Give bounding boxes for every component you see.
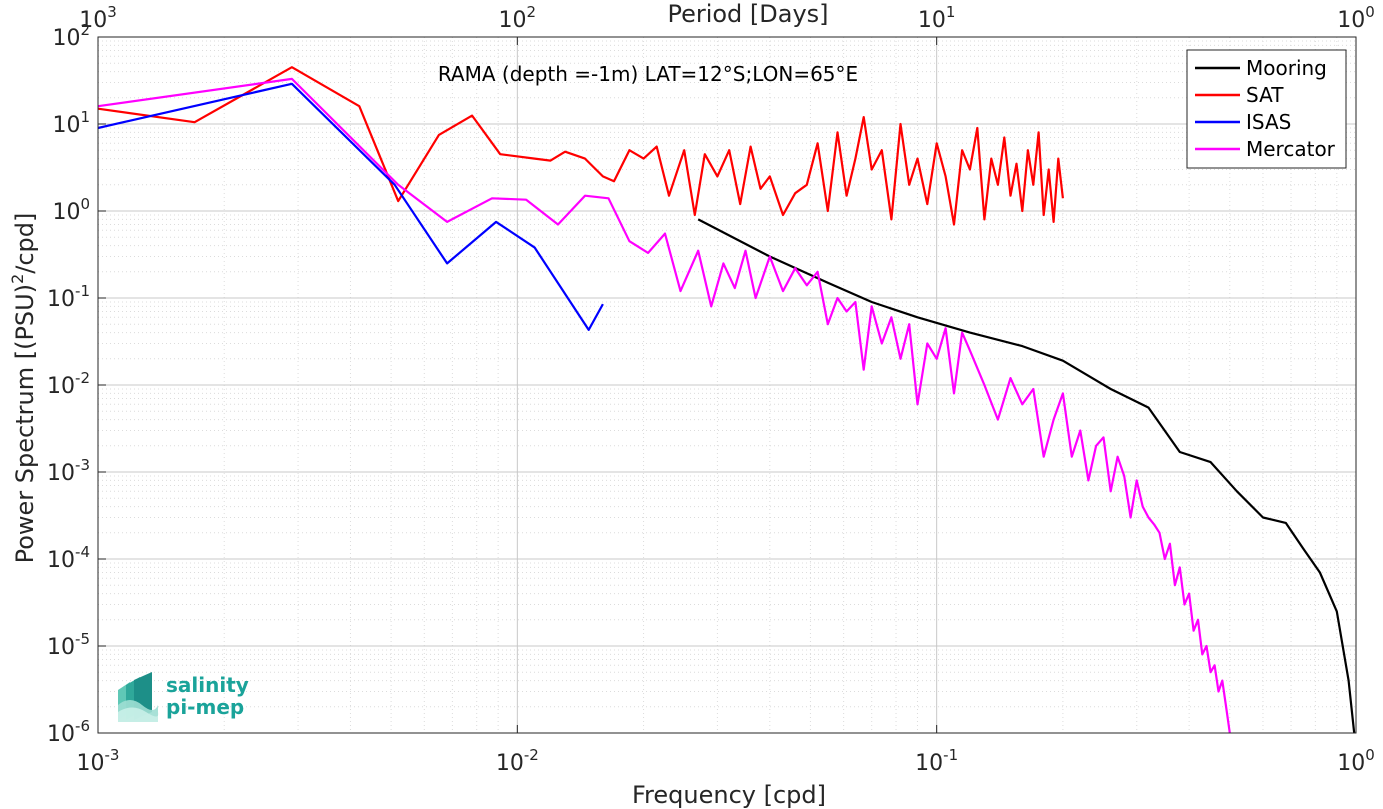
y-tick-label: 10-3 (47, 456, 90, 486)
y-axis-label-tail: /cpd] (11, 213, 39, 274)
y-tick-label: 102 (52, 21, 90, 51)
chart-title: RAMA (depth =-1m) LAT=12°S;LON=65°E (438, 62, 858, 86)
x-tick-label-exp: 0 (1365, 746, 1375, 764)
y-tick-label-exp: 2 (80, 21, 90, 39)
y-tick-label-exp: -4 (75, 543, 90, 561)
logo-waves-icon (118, 672, 159, 722)
top-x-tick-label-base: 10 (1337, 8, 1365, 33)
x-tick-label-base: 10 (496, 751, 524, 776)
y-tick-label: 101 (52, 108, 90, 138)
y-tick-label: 10-2 (47, 369, 90, 399)
top-x-tick-label-exp: 0 (1365, 3, 1375, 21)
y-tick-label-base: 10 (52, 26, 80, 51)
y-tick-label-base: 10 (47, 374, 75, 399)
y-tick-label-base: 10 (47, 722, 75, 747)
y-tick-label-exp: -3 (75, 456, 90, 474)
y-tick-label-exp: 1 (80, 108, 90, 126)
major-grid (97, 36, 1357, 734)
series-line-isas (97, 82, 604, 331)
x-tick-label: 10-2 (496, 746, 539, 776)
x-tick-label: 10-3 (77, 746, 120, 776)
y-tick-label-exp: 0 (80, 195, 90, 213)
x-axis-ticks: 10-3 10-2 10-1 100 (77, 725, 1375, 776)
top-x-axis-label: Period [Days] (667, 0, 828, 28)
x-tick-label: 10-1 (915, 746, 958, 776)
y-tick-label-base: 10 (47, 287, 75, 312)
top-x-tick-label-exp: 2 (527, 3, 537, 21)
top-x-tick-label: 103 (79, 3, 117, 33)
salinity-pi-mep-logo: salinity pi-mep (118, 672, 249, 722)
y-tick-label-base: 10 (52, 113, 80, 138)
y-tick-label-base: 10 (52, 200, 80, 225)
x-tick-label-exp: -3 (105, 746, 120, 764)
x-tick-label-base: 10 (1337, 751, 1365, 776)
top-x-tick-label-exp: 3 (107, 3, 117, 21)
legend: Mooring SAT ISAS Mercator (1186, 49, 1347, 169)
x-tick-label: 100 (1337, 746, 1375, 776)
top-x-tick-label: 102 (499, 3, 537, 33)
series-line-mooring (697, 218, 1356, 734)
x-tick-label-base: 10 (77, 751, 105, 776)
y-tick-label-base: 10 (47, 548, 75, 573)
top-x-tick-label-exp: 1 (946, 3, 956, 21)
y-axis-label-main: Power Spectrum [(PSU) (11, 284, 39, 563)
top-x-tick-label: 100 (1337, 3, 1375, 33)
y-tick-label-exp: -2 (75, 369, 90, 387)
top-x-tick-label-base: 10 (79, 8, 107, 33)
logo-text-salinity: salinity (166, 673, 249, 697)
top-x-axis-ticks: 103 102 101 100 (79, 3, 1375, 45)
y-tick-label: 10-6 (47, 717, 90, 747)
series-line-mercator (97, 77, 1231, 734)
series-line-sat (97, 66, 1064, 226)
y-tick-label-base: 10 (47, 461, 75, 486)
legend-label-sat: SAT (1246, 83, 1284, 107)
y-tick-label: 10-1 (47, 282, 90, 312)
series-layer (97, 66, 1356, 734)
y-tick-label-exp: -6 (75, 717, 90, 735)
logo-text-pi-mep: pi-mep (166, 695, 244, 719)
legend-label-isas: ISAS (1246, 110, 1291, 134)
legend-label-mooring: Mooring (1246, 56, 1327, 80)
y-tick-label-base: 10 (47, 635, 75, 660)
y-tick-label: 100 (52, 195, 90, 225)
y-axis-label: Power Spectrum [(PSU)2/cpd] (8, 213, 39, 564)
y-tick-label: 10-4 (47, 543, 90, 573)
y-tick-label-exp: -1 (75, 282, 90, 300)
y-tick-label-exp: -5 (75, 630, 90, 648)
y-tick-label: 10-5 (47, 630, 90, 660)
x-tick-label-base: 10 (915, 751, 943, 776)
top-x-tick-label-base: 10 (499, 8, 527, 33)
x-tick-label-exp: -1 (943, 746, 958, 764)
x-axis-label: Frequency [cpd] (632, 781, 826, 809)
y-axis-label-sup: 2 (8, 274, 27, 284)
x-tick-label-exp: -2 (524, 746, 539, 764)
top-x-tick-label-base: 10 (918, 8, 946, 33)
legend-label-mercator: Mercator (1246, 137, 1336, 161)
top-x-tick-label: 101 (918, 3, 956, 33)
